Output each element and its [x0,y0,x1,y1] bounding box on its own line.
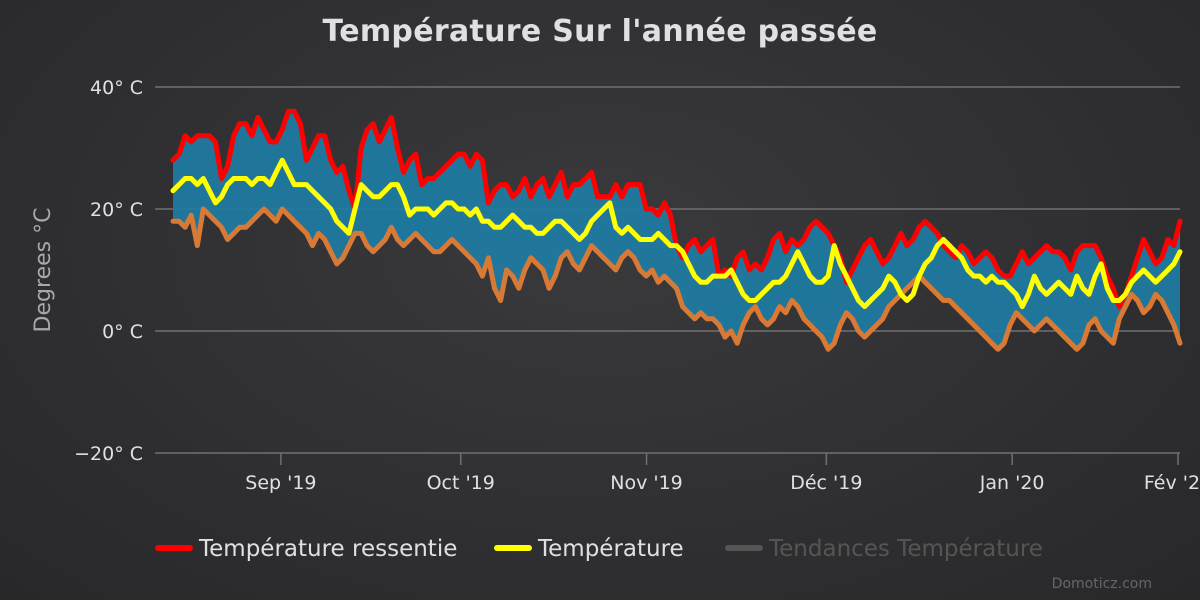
series-line-min[interactable] [170,206,1183,352]
x-tick-label: Fév '20 [1144,472,1200,494]
x-tick-label: Oct '19 [427,472,495,494]
y-tick-label: 20° C [90,199,143,221]
x-tick-label: Sep '19 [245,472,316,494]
series-line-temperature[interactable] [170,157,1183,310]
y-axis-title: Degrees °C [31,208,56,333]
range-band-area [173,111,1180,350]
x-axis: Sep '19 Oct '19 Nov '19 Déc '19 Jan '20 Fév '… [245,453,1200,494]
x-tick-label: Déc '19 [790,472,862,494]
y-tick-label: 0° C [102,321,143,343]
legend-label[interactable]: Température ressentie [198,536,457,562]
y-axis-ticks: 40° C 20° C 0° C −20° C [74,77,143,465]
x-tick-label: Nov '19 [610,472,683,494]
credits-link[interactable]: Domoticz.com [1051,576,1152,592]
legend-label[interactable]: Tendances Température [768,536,1043,562]
legend[interactable]: Température ressentie Température Tendance… [155,536,1043,562]
legend-label[interactable]: Température [537,536,684,562]
legend-item[interactable]: Tendances Température [725,536,1043,562]
x-tick-label: Jan '20 [979,472,1045,494]
legend-item[interactable]: Température [494,536,684,562]
y-tick-label: 40° C [90,77,143,99]
legend-item[interactable]: Température ressentie [155,536,457,562]
series-lines[interactable] [170,108,1183,352]
temperature-range-band [173,111,1180,350]
y-tick-label: −20° C [74,443,143,465]
chart-title: Température Sur l'année passée [322,14,878,49]
